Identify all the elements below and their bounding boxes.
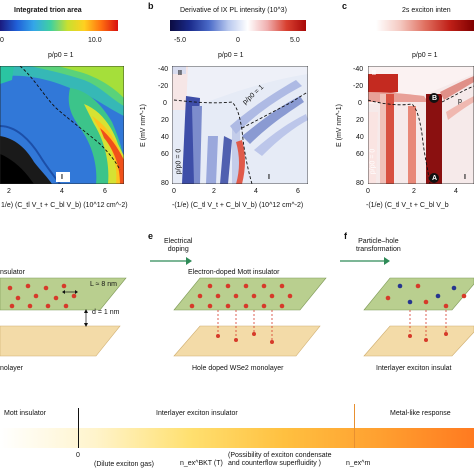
panel-b-heatmap: [172, 66, 308, 184]
panel-d-schematic: [0, 277, 127, 357]
panel-b-ytick-2: 0: [163, 100, 167, 107]
panel-a-xlabel: 1/e) (C_tl V_t + C_bl V_b) (10^12 cm^-2): [1, 202, 128, 209]
panel-c-diag-label: p: [458, 98, 462, 105]
panel-c-ytick-1: -20: [353, 83, 364, 90]
panel-b-colorbar-tick-max: 5.0: [290, 37, 300, 44]
panel-d-mott-label: nsulator: [0, 269, 25, 276]
phase-divider-zero: [78, 408, 80, 448]
phase-interlayer-label: Interlayer exciton insulator: [156, 410, 238, 417]
panel-c-colorbar: [376, 20, 474, 31]
panel-b-xlabel: -(1/e) (C_tl V_t + C_bl V_b) (10^12 cm^-…: [172, 202, 304, 209]
panel-f-bottom-label: Interlayer exciton insulat: [376, 365, 452, 372]
panel-b-region-II: II: [178, 70, 182, 77]
phase-metal-label: Metal-like response: [390, 410, 451, 417]
phase-dilute-label: (Dilute exciton gas): [94, 461, 154, 468]
panel-c-ytick-2: 0: [358, 100, 362, 107]
panel-d-distance: d = 1 nm: [92, 309, 120, 316]
panel-c-xtick-0: 0: [366, 188, 370, 195]
panel-b-xtick-6: 6: [296, 188, 300, 195]
panel-b-colorbar-title: Derivative of IX PL intensity (10^3): [180, 7, 287, 14]
panel-b-ytick-6: 80: [161, 180, 169, 187]
panel-e-top-label: Electron-doped Mott insulator: [188, 269, 280, 276]
panel-b-ylabel: E (mV nm^-1): [139, 104, 147, 147]
panel-c-xlabel: -(1/e) (C_tl V_t + C_bl V_b: [366, 202, 449, 209]
panel-c-vert-label: p/p0 = 0: [369, 148, 377, 175]
panel-b-colorbar-tick-zero: 0: [236, 37, 240, 44]
panel-c-ytick-3: 20: [356, 117, 364, 124]
panel-a-ratio-label: p/p0 = 1: [48, 52, 74, 59]
phase-mott-label: Mott insulator: [4, 410, 47, 417]
panel-c-ytick-5: 60: [356, 151, 364, 158]
phase-nm-label: n_ex^m: [346, 460, 371, 467]
panel-c-ytick-0: -40: [353, 66, 364, 73]
panel-b-ytick-0: -40: [158, 66, 169, 73]
panel-c-ratio-top: p/p0 = 1: [412, 52, 438, 59]
panel-c-region-I: I: [464, 174, 466, 181]
panel-c-xtick-4: 4: [454, 188, 458, 195]
panel-a-xtick-4: 4: [60, 188, 64, 195]
panel-f-schematic: [363, 277, 474, 357]
panel-b-xtick-2: 2: [212, 188, 216, 195]
panel-b-ytick-1: -20: [158, 83, 169, 90]
panel-d-spacing: L ≈ 8 nm: [90, 281, 117, 288]
panel-b-letter: b: [148, 1, 154, 11]
panel-a-colorbar-tick-0: 0: [0, 37, 4, 44]
phase-possibility-label: (Possibility of exciton condensate and c…: [228, 452, 332, 468]
panel-c-point-A: A: [432, 175, 438, 182]
panel-a-heatmap: [0, 66, 124, 184]
panel-b-ytick-3: 20: [161, 117, 169, 124]
panel-e-letter: e: [148, 231, 154, 241]
panel-f-arrow: [340, 257, 390, 265]
phase-bar: [0, 428, 474, 448]
panel-c-colorbar-title: 2s exciton inten: [402, 7, 451, 14]
phase-nbkt-label: n_ex^BKT (T): [180, 460, 223, 467]
phase-divider-nm: [354, 404, 356, 448]
panel-c-ylabel: E (mV nm^-1): [335, 104, 343, 147]
panel-c-letter: c: [342, 1, 348, 11]
panel-b-ytick-5: 60: [161, 151, 169, 158]
panel-e-bottom-label: Hole doped WSe2 monolayer: [192, 365, 284, 372]
panel-a-region-label: I: [61, 174, 63, 181]
panel-f-arrow-label: Particle–hole transformation: [356, 238, 401, 254]
panel-d-mono-label: nolayer: [0, 365, 23, 372]
panel-c-point-B: B: [432, 95, 438, 102]
panel-e-arrow: [150, 257, 192, 265]
panel-c-ytick-4: 40: [356, 134, 364, 141]
panel-b-region-I: I: [268, 174, 270, 181]
panel-f-letter: f: [344, 231, 347, 241]
panel-c-xtick-2: 2: [412, 188, 416, 195]
panel-c-heatmap: [368, 66, 474, 184]
panel-b-colorbar: [170, 20, 306, 31]
phase-zero-label: 0: [76, 452, 80, 459]
panel-a-colorbar-title: Integrated trion area: [14, 7, 82, 14]
panel-e-schematic: [173, 277, 327, 357]
panel-b-xtick-4: 4: [254, 188, 258, 195]
panel-b-vert-label: p/p0 = 0: [175, 148, 183, 175]
panel-b-colorbar-tick-min: -5.0: [174, 37, 187, 44]
panel-a-colorbar-tick-max: 10.0: [88, 37, 102, 44]
panel-e-arrow-label: Electrical doping: [164, 238, 193, 254]
panel-c-ytick-6: 80: [356, 180, 364, 187]
panel-a-colorbar: [0, 20, 118, 31]
panel-a-xtick-6: 6: [103, 188, 107, 195]
panel-c-region-II: II: [372, 70, 376, 77]
panel-b-xtick-0: 0: [172, 188, 176, 195]
panel-b-ratio-top: p/p0 = 1: [218, 52, 244, 59]
panel-b-ytick-4: 40: [161, 134, 169, 141]
panel-a-xtick-2: 2: [7, 188, 11, 195]
